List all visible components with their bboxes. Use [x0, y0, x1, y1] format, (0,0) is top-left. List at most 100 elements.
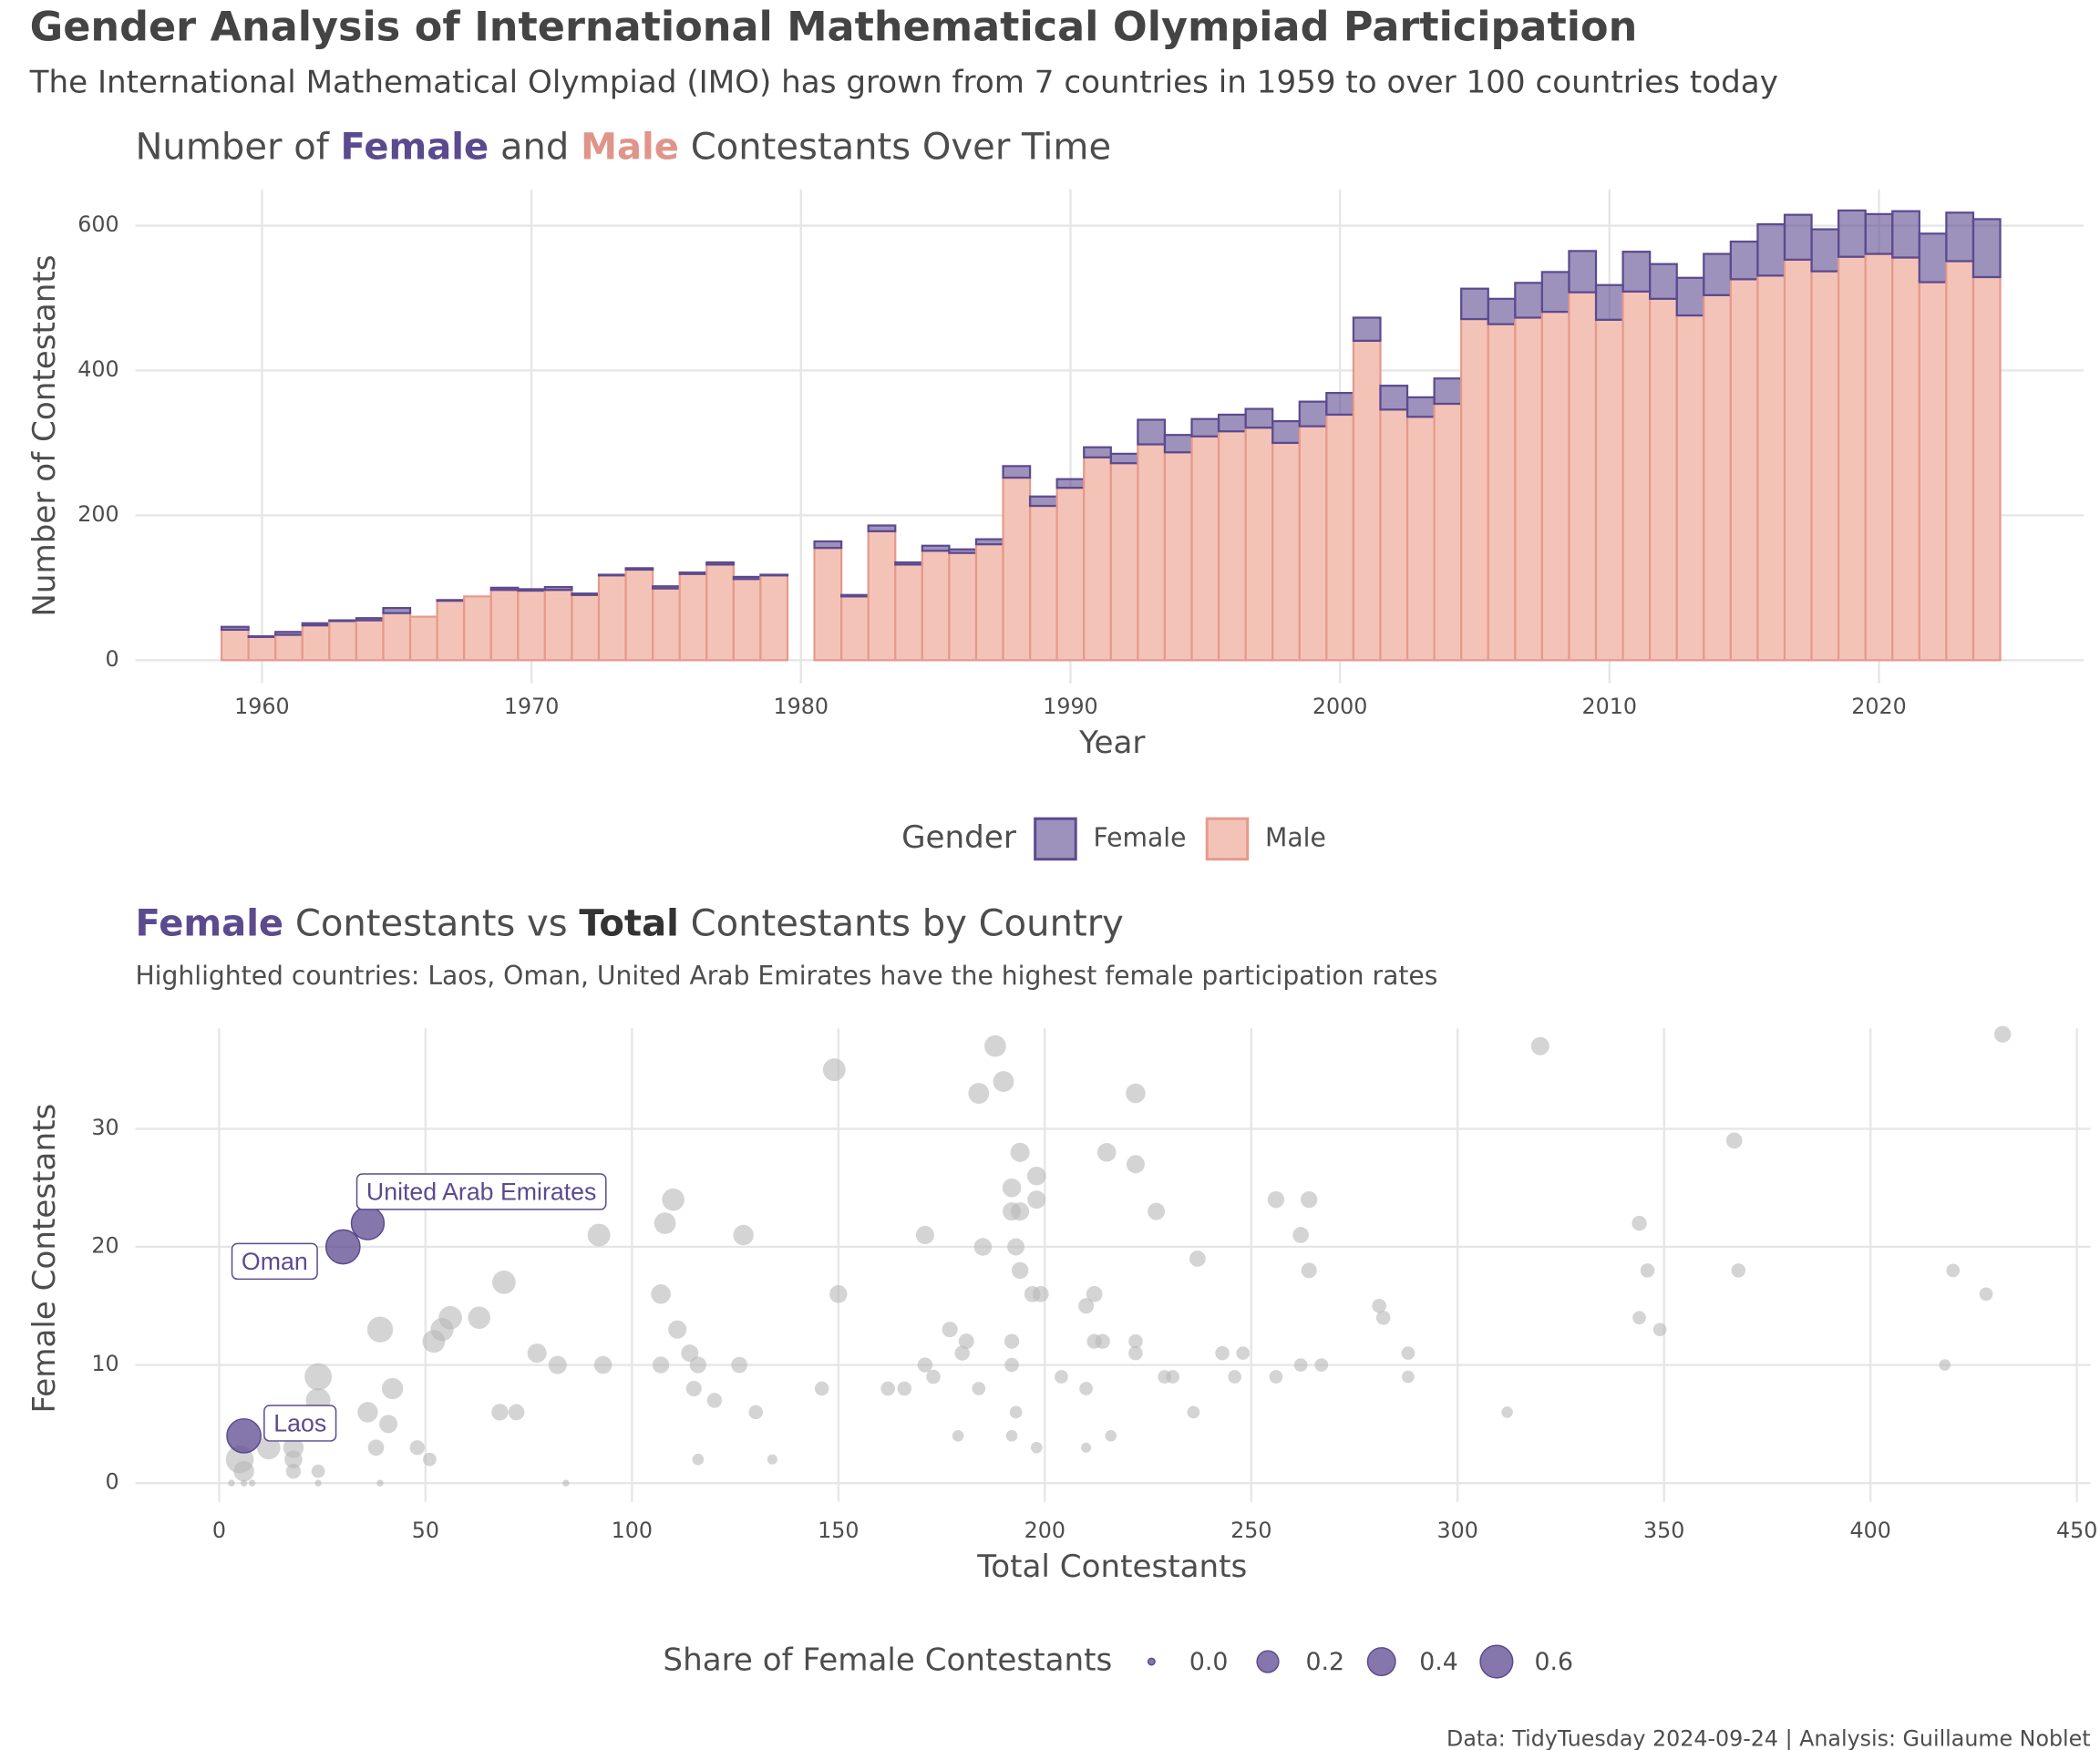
- bar-female: [1190, 417, 1220, 438]
- bar-female: [759, 573, 789, 577]
- x-tick-label: 50: [412, 1518, 439, 1543]
- bar-male: [1352, 339, 1382, 662]
- point: [284, 1450, 303, 1468]
- y-tick-label: 200: [77, 501, 118, 527]
- point: [1004, 1333, 1020, 1349]
- point: [926, 1369, 941, 1385]
- point: [1032, 1285, 1049, 1302]
- bar-female: [1137, 418, 1167, 446]
- point: [1375, 1310, 1391, 1325]
- legend-label: Female: [1094, 822, 1187, 852]
- bar-female: [247, 634, 277, 638]
- point: [423, 1452, 437, 1467]
- point: [1081, 1442, 1092, 1453]
- bar-female: [1514, 282, 1543, 319]
- bar-female: [1703, 252, 1732, 296]
- bar-male: [463, 595, 492, 662]
- point: [1166, 1370, 1180, 1384]
- point: [1530, 1036, 1549, 1055]
- bar-female: [624, 567, 654, 571]
- point: [285, 1463, 302, 1479]
- point: [1126, 1155, 1145, 1174]
- bar-male: [732, 578, 762, 662]
- bar-female: [489, 586, 520, 592]
- bar-female: [1460, 287, 1489, 321]
- bar-female: [1325, 392, 1355, 417]
- point: [1939, 1359, 1951, 1371]
- caption: Data: TidyTuesday 2024-09-24 | Analysis:…: [1446, 1726, 2091, 1750]
- point: [492, 1271, 516, 1294]
- point: [593, 1355, 612, 1374]
- bar-female: [1756, 222, 1786, 277]
- bar-female: [921, 544, 951, 552]
- point: [915, 1226, 934, 1245]
- bar-female: [328, 619, 358, 623]
- bar-male: [1083, 456, 1112, 662]
- point: [1148, 1202, 1166, 1220]
- point: [1079, 1382, 1093, 1395]
- y-axis-title: Number of Contestants: [26, 254, 63, 616]
- point: [527, 1343, 547, 1364]
- point: [240, 1479, 248, 1487]
- bar-female: [1918, 232, 1948, 283]
- bar-male: [759, 574, 789, 662]
- y-tick-label: 30: [91, 1115, 118, 1140]
- point: [1126, 1083, 1146, 1104]
- point: [548, 1355, 567, 1374]
- point: [562, 1479, 570, 1487]
- bar-male: [571, 593, 601, 662]
- label-box: [231, 1242, 318, 1281]
- x-tick-label: 200: [1024, 1518, 1065, 1543]
- point: [1301, 1190, 1318, 1209]
- y-tick-label: 600: [77, 211, 118, 237]
- point: [233, 1460, 254, 1482]
- point: [409, 1440, 425, 1456]
- point: [1010, 1142, 1030, 1162]
- point: [311, 1464, 325, 1478]
- bar-female: [1083, 446, 1112, 458]
- bar-female: [436, 599, 466, 602]
- point: [651, 1284, 671, 1304]
- legend-label: 0.4: [1419, 1648, 1458, 1676]
- point: [1402, 1370, 1415, 1384]
- bar-male: [1675, 314, 1705, 662]
- bar-female: [1379, 385, 1409, 411]
- x-tick-label: 1990: [1043, 694, 1097, 719]
- title: Gender Analysis of International Mathema…: [30, 4, 1638, 51]
- bar-male: [1163, 451, 1193, 662]
- point: [1096, 1143, 1117, 1162]
- bar-female: [894, 561, 923, 566]
- point: [958, 1333, 974, 1350]
- bar-male: [1838, 255, 1867, 662]
- bar-male: [921, 550, 951, 662]
- bar-female: [867, 524, 897, 532]
- bar-female: [301, 622, 331, 627]
- point: [1372, 1298, 1386, 1313]
- point: [491, 1404, 509, 1421]
- bar-male: [1621, 290, 1652, 662]
- bar-male: [1568, 291, 1598, 662]
- bar-female: [1163, 434, 1193, 454]
- bar-female: [1729, 240, 1759, 281]
- point: [1055, 1370, 1068, 1384]
- point: [814, 1381, 829, 1396]
- bar-female: [1891, 210, 1920, 259]
- point: [1189, 1251, 1206, 1267]
- x-tick-label: 450: [2056, 1518, 2097, 1543]
- point: [1946, 1263, 1961, 1278]
- bar-female: [1971, 218, 2002, 279]
- point: [942, 1322, 958, 1338]
- bar-male: [1190, 435, 1220, 662]
- bar-female: [1649, 262, 1678, 300]
- point: [1026, 1166, 1046, 1186]
- point: [968, 1083, 990, 1104]
- bar-male: [705, 563, 735, 662]
- subtitle: The International Mathematical Olympiad …: [29, 65, 1778, 101]
- bar-male: [436, 600, 466, 662]
- bar-male: [1433, 402, 1463, 662]
- chart-subtitle: Highlighted countries: Laos, Oman, Unite…: [135, 961, 1437, 991]
- point: [1005, 1430, 1018, 1442]
- bar-female: [652, 585, 681, 590]
- point: [256, 1436, 281, 1460]
